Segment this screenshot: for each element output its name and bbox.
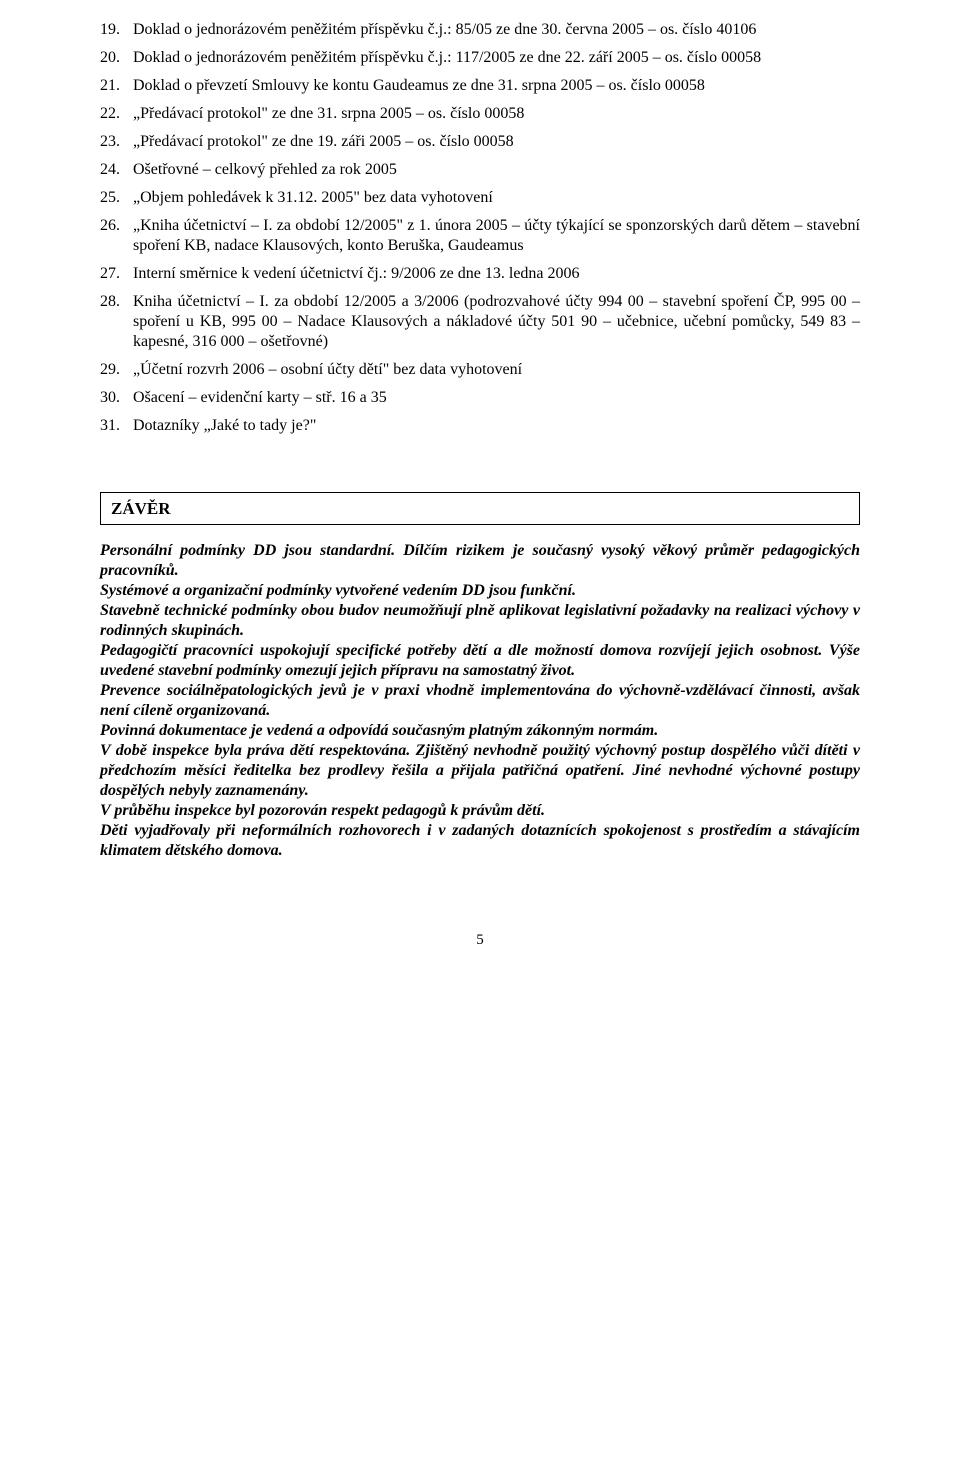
- list-item-number: 20.: [100, 48, 120, 68]
- conclusion-paragraph: V průběhu inspekce byl pozorován respekt…: [100, 801, 860, 821]
- list-item: 20. Doklad o jednorázovém peněžitém přísp…: [100, 48, 860, 68]
- list-item-text: Doklad o jednorázovém peněžitém příspěvk…: [133, 21, 756, 38]
- list-item-text: „Předávací protokol" ze dne 31. srpna 20…: [133, 105, 524, 122]
- list-item: 31. Dotazníky „Jaké to tady je?": [100, 416, 860, 436]
- list-item: 27. Interní směrnice k vedení účetnictví …: [100, 264, 860, 284]
- list-item-number: 21.: [100, 76, 120, 96]
- conclusion-paragraph: Personální podmínky DD jsou standardní. …: [100, 541, 860, 581]
- list-item: 26. „Kniha účetnictví – I. za období 12/2…: [100, 216, 860, 256]
- numbered-list: 19. Doklad o jednorázovém peněžitém přísp…: [100, 20, 860, 436]
- list-item: 30. Ošacení – evidenční karty – stř. 16 a…: [100, 388, 860, 408]
- list-item-text: „Kniha účetnictví – I. za období 12/2005…: [133, 217, 860, 254]
- list-item-number: 19.: [100, 20, 120, 40]
- list-item: 19. Doklad o jednorázovém peněžitém přísp…: [100, 20, 860, 40]
- list-item: 22. „Předávací protokol" ze dne 31. srpna…: [100, 104, 860, 124]
- list-item: 29. „Účetní rozvrh 2006 – osobní účty dět…: [100, 360, 860, 380]
- conclusion-paragraph: Systémové a organizační podmínky vytvoře…: [100, 581, 860, 601]
- list-item-text: Dotazníky „Jaké to tady je?": [133, 417, 316, 434]
- list-item-text: „Předávací protokol" ze dne 19. záři 200…: [133, 133, 514, 150]
- list-item: 23. „Předávací protokol" ze dne 19. záři …: [100, 132, 860, 152]
- list-item-number: 26.: [100, 216, 120, 236]
- list-item: 28. Kniha účetnictví – I. za období 12/20…: [100, 292, 860, 352]
- section-heading-box: ZÁVĚR: [100, 492, 860, 525]
- list-item-number: 28.: [100, 292, 120, 312]
- conclusion-paragraph: Stavebně technické podmínky obou budov n…: [100, 601, 860, 641]
- list-item-text: „Účetní rozvrh 2006 – osobní účty dětí" …: [133, 361, 522, 378]
- conclusion-paragraph: Prevence sociálněpatologických jevů je v…: [100, 681, 860, 721]
- page-number: 5: [100, 931, 860, 950]
- list-item-number: 24.: [100, 160, 120, 180]
- conclusion-paragraph: V době inspekce byla práva dětí respekto…: [100, 741, 860, 801]
- list-item-number: 23.: [100, 132, 120, 152]
- list-item-number: 22.: [100, 104, 120, 124]
- list-item-number: 27.: [100, 264, 120, 284]
- section-heading: ZÁVĚR: [111, 499, 171, 518]
- list-item-number: 31.: [100, 416, 120, 436]
- list-item-number: 30.: [100, 388, 120, 408]
- list-item-text: Kniha účetnictví – I. za období 12/2005 …: [133, 293, 860, 350]
- list-item-number: 25.: [100, 188, 120, 208]
- list-item-text: Ošacení – evidenční karty – stř. 16 a 35: [133, 389, 387, 406]
- list-item-number: 29.: [100, 360, 120, 380]
- list-item-text: „Objem pohledávek k 31.12. 2005" bez dat…: [133, 189, 493, 206]
- document-page: 19. Doklad o jednorázovém peněžitém přísp…: [0, 0, 960, 1471]
- list-item: 25. „Objem pohledávek k 31.12. 2005" bez …: [100, 188, 860, 208]
- list-item: 24. Ošetřovné – celkový přehled za rok 20…: [100, 160, 860, 180]
- list-item-text: Interní směrnice k vedení účetnictví čj.…: [133, 265, 580, 282]
- conclusion-body: Personální podmínky DD jsou standardní. …: [100, 541, 860, 861]
- list-item-text: Doklad o převzetí Smlouvy ke kontu Gaude…: [133, 77, 705, 94]
- list-item: 21. Doklad o převzetí Smlouvy ke kontu Ga…: [100, 76, 860, 96]
- list-item-text: Doklad o jednorázovém peněžitém příspěvk…: [133, 49, 761, 66]
- conclusion-paragraph: Děti vyjadřovaly při neformálních rozhov…: [100, 821, 860, 861]
- conclusion-paragraph: Povinná dokumentace je vedená a odpovídá…: [100, 721, 860, 741]
- conclusion-paragraph: Pedagogičtí pracovníci uspokojují specif…: [100, 641, 860, 681]
- list-item-text: Ošetřovné – celkový přehled za rok 2005: [133, 161, 397, 178]
